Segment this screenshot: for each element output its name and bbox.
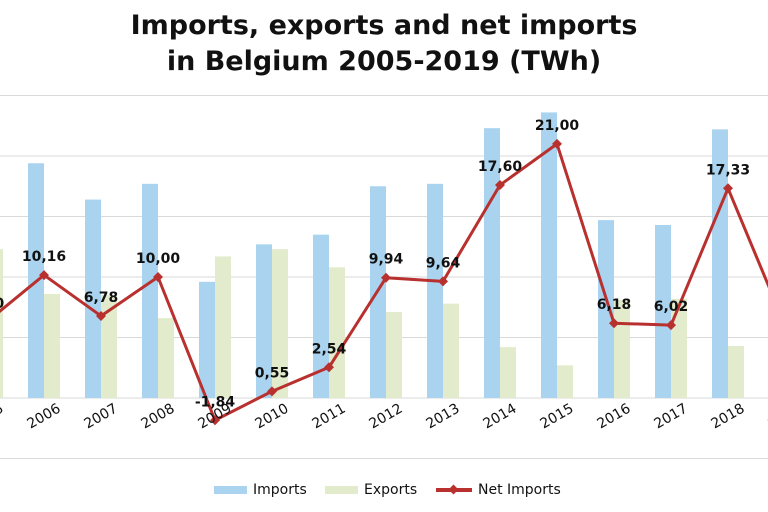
category-label-2008: 2008 <box>139 401 178 433</box>
category-label-2007: 2007 <box>82 401 121 433</box>
exports-bar-2006 <box>44 293 60 398</box>
category-label-2011: 2011 <box>310 401 349 433</box>
net-imports-point-2016 <box>609 318 619 329</box>
exports-bar-2015 <box>557 365 573 398</box>
exports-bar-2005 <box>0 249 3 398</box>
imports-bar-2017 <box>655 224 671 398</box>
category-label-2015: 2015 <box>538 401 577 433</box>
chart-title: Imports, exports and net imports in Belg… <box>0 8 768 80</box>
imports-bar-2009 <box>199 281 215 398</box>
exports-bar-2010 <box>272 249 288 398</box>
legend-label-net-imports: Net Imports <box>478 482 561 498</box>
net-imports-point-2009 <box>210 415 220 426</box>
exports-bar-2011 <box>329 267 345 398</box>
net-imports-label-2017: 6,02 <box>654 299 689 315</box>
category-label-2016: 2016 <box>595 401 634 433</box>
net-imports-point-2010 <box>267 386 277 397</box>
category-label-2017: 2017 <box>652 401 691 433</box>
net-imports-point-2011 <box>324 362 334 373</box>
net-imports-label-2015: 21,00 <box>535 118 580 134</box>
category-label-2012: 2012 <box>367 401 406 433</box>
net-imports-point-2018 <box>723 183 733 194</box>
category-axis: 2005 2006 2007 2008 2009 2010 2011 2012 2013 2014… <box>0 401 768 433</box>
net-imports-point-2007 <box>96 310 106 321</box>
net-imports-label-2014: 17,60 <box>478 159 523 175</box>
net-imports-point-2012 <box>381 272 391 283</box>
category-label-2006: 2006 <box>25 401 64 433</box>
legend-swatch-exports <box>325 486 358 494</box>
imports-bar-2013 <box>427 183 443 398</box>
imports-bar-2014 <box>484 128 500 399</box>
net-imports-label-2011: 2,54 <box>312 341 347 357</box>
net-imports-label-2007: 6,78 <box>84 290 119 306</box>
net-imports-point-2014 <box>495 180 505 191</box>
net-imports-label-2010: 0,55 <box>255 365 290 381</box>
imports-bar-2008 <box>142 183 158 398</box>
exports-bar-2008 <box>158 318 174 398</box>
data-labels: 6,30 10,16 6,78 10,00 -1,84 0,55 2,54 9,94 9,64 1… <box>0 118 750 410</box>
imports-bar-2007 <box>85 199 101 398</box>
net-imports-label-2016: 6,18 <box>597 297 632 313</box>
net-imports-label-2006: 10,16 <box>22 249 66 265</box>
exports-bar-2007 <box>101 295 117 398</box>
legend-label-exports: Exports <box>364 482 418 498</box>
exports-bar-2014 <box>500 347 516 398</box>
legend-item-imports: Imports <box>214 479 307 501</box>
net-imports-label-2012: 9,94 <box>369 252 404 268</box>
net-imports-line <box>0 138 768 426</box>
exports-bar-2017 <box>671 298 687 398</box>
net-imports-label-2013: 9,64 <box>426 255 461 271</box>
imports-bar-2010 <box>256 244 272 398</box>
chart-title-line2: in Belgium 2005-2019 (TWh) <box>166 46 602 77</box>
category-label-2014: 2014 <box>481 401 520 433</box>
imports-bar-2015 <box>541 112 557 398</box>
net-imports-label-2008: 10,00 <box>136 251 181 267</box>
legend-item-net-imports: Net Imports <box>436 479 561 501</box>
net-imports-point-2006 <box>39 270 49 281</box>
chart-title-line1: Imports, exports and net imports <box>130 10 638 41</box>
net-imports-label-2018: 17,33 <box>706 162 750 178</box>
legend-swatch-imports <box>214 486 247 494</box>
imports-bar-2011 <box>313 234 329 398</box>
net-imports-point-2015 <box>552 138 562 149</box>
exports-bar-2013 <box>443 303 459 398</box>
legend: Imports Exports Net Imports <box>0 479 768 501</box>
net-imports-label-2005: 6,30 <box>0 296 5 312</box>
net-imports-point-2008 <box>153 272 163 282</box>
exports-bar-2016 <box>614 299 630 398</box>
category-label-2005: 2005 <box>0 401 6 433</box>
legend-label-imports: Imports <box>253 482 307 498</box>
legend-swatch-net-imports <box>436 484 472 495</box>
imports-bar-2016 <box>598 220 614 398</box>
legend-item-exports: Exports <box>325 479 417 501</box>
exports-bar-2018 <box>728 345 744 398</box>
exports-bar-2012 <box>386 312 402 398</box>
category-label-2013: 2013 <box>424 401 463 433</box>
net-imports-label-2009: -1,84 <box>195 394 236 410</box>
exports-bar-2009 <box>215 256 231 398</box>
category-label-2010: 2010 <box>253 401 292 433</box>
category-label-2018: 2018 <box>709 401 748 433</box>
net-imports-point-2013 <box>438 276 448 287</box>
net-imports-point-2017 <box>666 320 676 331</box>
